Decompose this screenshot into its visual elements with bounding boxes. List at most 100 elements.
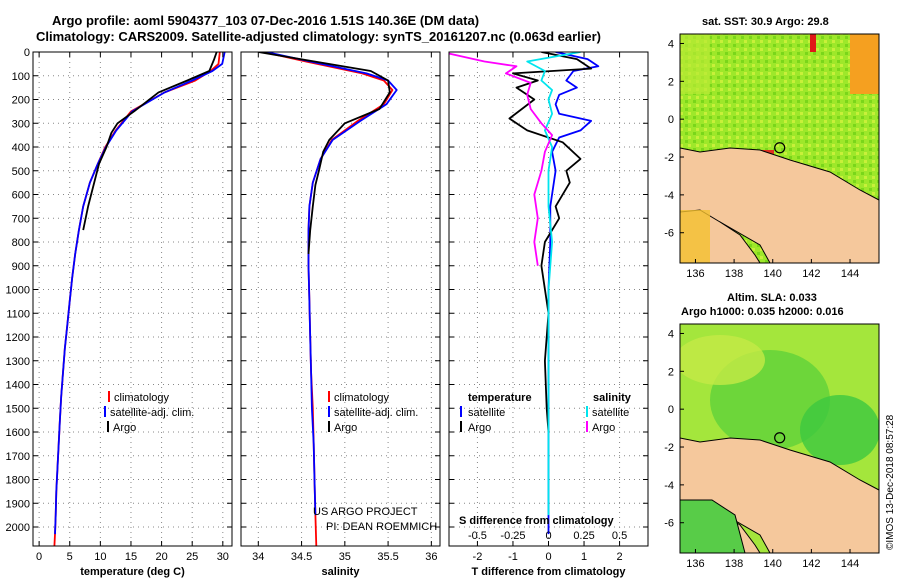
map-x-tick-label: 144 (841, 268, 859, 280)
legend-swatch-climatology (328, 391, 330, 402)
x-tick-label: 36 (425, 551, 437, 563)
legend-swatch-t-argo (460, 421, 462, 432)
map-y-tick-label: 4 (668, 38, 674, 50)
y-tick-label: 1100 (6, 308, 30, 320)
sla-map (679, 323, 880, 554)
series-line-s-argo (449, 52, 553, 266)
y-tick-label: 1800 (6, 475, 30, 487)
title-line-1: Argo profile: aoml 5904377_103 07-Dec-20… (52, 13, 479, 28)
y-tick-label: 1700 (6, 451, 30, 463)
map-y-tick-label: -2 (664, 152, 674, 164)
s-tick-label: -0.25 (500, 530, 525, 542)
y-tick-label: 1000 (6, 285, 30, 297)
x-tick-label: -2 (473, 551, 483, 563)
credit-line-1: US ARGO PROJECT (313, 506, 418, 518)
legend-swatch-s-argo (586, 421, 588, 432)
sst-hot-spot (810, 34, 816, 52)
x-tick-label: 35 (339, 551, 351, 563)
sla-anomaly (800, 395, 879, 465)
sla-anomaly (680, 335, 765, 385)
argo-float-marker (774, 432, 786, 444)
map-y-tick-label: -6 (664, 228, 674, 240)
legend-label: Argo (113, 422, 136, 434)
series-line-climatology (263, 52, 394, 546)
map-x-tick-label: 136 (686, 558, 704, 570)
y-tick-label: 1500 (6, 403, 30, 415)
series-line-satellite-adj-clim- (54, 52, 226, 535)
map-x-tick-label: 140 (764, 558, 782, 570)
s-tick-label: 0 (545, 530, 551, 542)
legend-label: Argo (468, 422, 491, 434)
difference-legend: temperature satellite Argo salinity sate… (459, 392, 632, 527)
x-tick-label: 2 (617, 551, 623, 563)
sla-coastal-patch (680, 499, 746, 553)
x-tick-label: 25 (186, 551, 198, 563)
series-line-argo (258, 52, 391, 254)
sla-map-frame (679, 323, 880, 554)
sst-patch (680, 34, 710, 94)
series-line-argo (82, 52, 218, 231)
map-y-tick-label: -6 (664, 518, 674, 530)
legend-label: Argo (334, 422, 357, 434)
map-x-tick-label: 138 (725, 268, 743, 280)
y-tick-label: 1600 (6, 427, 30, 439)
legend-swatch-satellite (104, 406, 106, 417)
map-y-tick-label: 2 (668, 76, 674, 88)
x-axis-label: temperature (deg C) (80, 566, 185, 578)
map-y-tick-label: -2 (664, 442, 674, 454)
sst-map-frame (679, 33, 880, 264)
y-tick-label: 1900 (6, 498, 30, 510)
y-tick-label: 1300 (6, 356, 30, 368)
title-line-2: Climatology: CARS2009. Satellite-adjuste… (36, 29, 601, 44)
series-line-satellite-adj-clim- (265, 52, 398, 516)
imos-timestamp: ©IMOS 13-Dec-2018 08:57:28 (885, 414, 896, 550)
sst-warm-patch (850, 34, 879, 94)
legend-swatch-argo (107, 421, 109, 432)
x-tick-label: 34.5 (291, 551, 312, 563)
sla-map-subtitle: Argo h1000: 0.035 h2000: 0.016 (681, 306, 844, 318)
x-tick-label: 20 (155, 551, 167, 563)
legend-label: climatology (334, 392, 390, 404)
s-difference-label: S difference from climatology (459, 515, 615, 527)
difference-panel: -2 -1 0 1 2 T difference from climatology -0.5… (448, 51, 649, 578)
legend-label: satellite-adj. clim. (110, 407, 194, 419)
argo-float-marker (774, 142, 786, 154)
legend-label: climatology (114, 392, 170, 404)
map-x-tick-label: 142 (802, 268, 820, 280)
series-line-climatology (53, 52, 221, 546)
series-group (53, 52, 226, 546)
x-axis-label: salinity (322, 566, 361, 578)
x-tick-label: 0 (36, 551, 42, 563)
series-line-t-argo (508, 52, 592, 433)
temperature-panel: 0 5 10 15 20 25 300100200300400500600700800900… (6, 47, 233, 578)
x-tick-label: 34 (252, 551, 264, 563)
map-y-tick-label: 2 (668, 366, 674, 378)
plot-frame (32, 51, 233, 547)
sst-coastal-patch (680, 210, 710, 263)
y-tick-label: 700 (12, 213, 30, 225)
legend-swatch-t-satellite (460, 406, 462, 417)
x-tick-label: 15 (125, 551, 137, 563)
x-tick-label: 5 (67, 551, 73, 563)
y-tick-label: 100 (12, 71, 30, 83)
s-tick-label: 0.5 (612, 530, 627, 542)
y-tick-label: 300 (12, 118, 30, 130)
y-tick-label: 400 (12, 142, 30, 154)
x-tick-label: -1 (508, 551, 518, 563)
x-tick-label: 10 (94, 551, 106, 563)
y-tick-label: 2000 (6, 522, 30, 534)
y-tick-label: 600 (12, 190, 30, 202)
sla-map-title: Altim. SLA: 0.033 (727, 292, 817, 304)
map-y-tick-label: 0 (668, 404, 674, 416)
temperature-legend: climatology satellite-adj. clim. Argo (104, 391, 194, 434)
legend-label: satellite-adj. clim. (334, 407, 418, 419)
series-group (258, 52, 398, 546)
legend-title-temperature: temperature (468, 392, 532, 404)
series-group (449, 52, 600, 535)
map-x-tick-label: 136 (686, 268, 704, 280)
map-y-tick-label: 4 (668, 328, 674, 340)
legend-label: satellite (592, 407, 629, 419)
map-x-tick-label: 140 (764, 268, 782, 280)
sst-map (679, 33, 880, 264)
